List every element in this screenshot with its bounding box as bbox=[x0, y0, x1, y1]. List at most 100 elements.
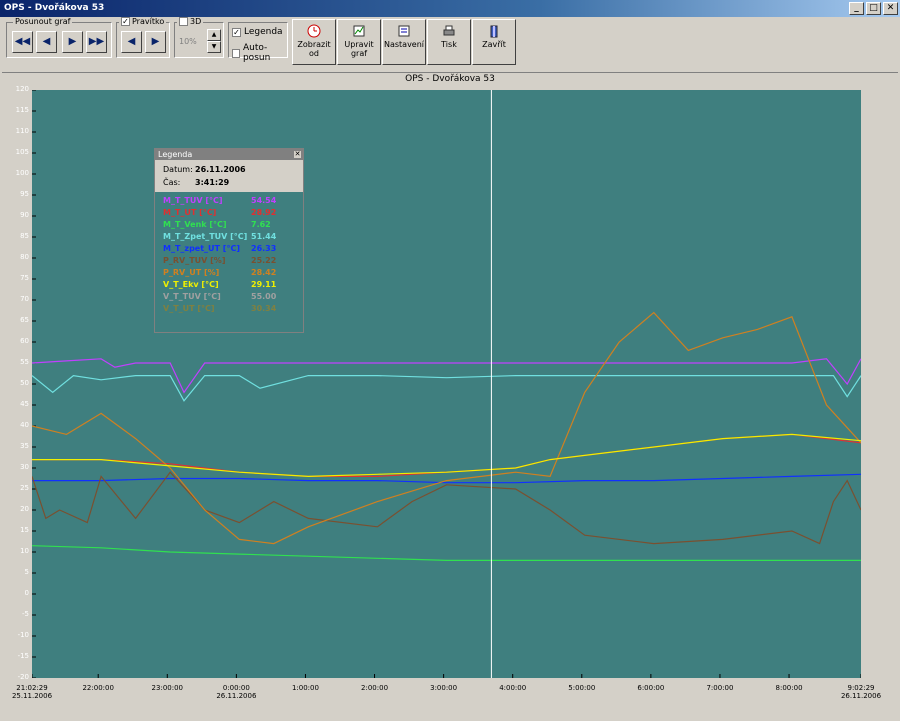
y-tick-label: 30 bbox=[20, 463, 29, 471]
x-tick-time: 3:00:00 bbox=[430, 684, 458, 692]
y-tick-label: 90 bbox=[20, 211, 29, 219]
series-line bbox=[31, 545, 861, 561]
y-tick-label: 100 bbox=[15, 169, 29, 177]
y-tick-label: 0 bbox=[24, 589, 29, 597]
threed-checkbox[interactable] bbox=[179, 17, 188, 26]
legend-series-value: 51.44 bbox=[251, 232, 277, 241]
x-tick-label: 4:00:00 bbox=[483, 684, 543, 692]
legend-series-name: M_T_TUV [°C] bbox=[163, 196, 223, 205]
ruler-left-button[interactable]: ◀ bbox=[121, 31, 142, 53]
y-tick-label: 120 bbox=[15, 85, 29, 93]
zobrazit-od-button[interactable]: Zobrazit od bbox=[292, 19, 336, 65]
maximize-button[interactable]: □ bbox=[866, 2, 881, 15]
tisk-label: Tisk bbox=[441, 40, 457, 49]
y-tick-label: -5 bbox=[22, 610, 29, 618]
pravitko-checkbox[interactable]: ✓ bbox=[121, 17, 130, 26]
legend-series-value: 28.92 bbox=[251, 208, 277, 217]
x-tick-time: 1:00:00 bbox=[291, 684, 319, 692]
x-tick-time: 8:00:00 bbox=[775, 684, 803, 692]
legend-series-value: 54.54 bbox=[251, 196, 277, 205]
x-tick-time: 5:00:00 bbox=[568, 684, 596, 692]
legenda-toggle[interactable]: ✓ Legenda bbox=[232, 27, 283, 37]
x-tick-label: 0:00:00 26.11.2006 bbox=[206, 684, 266, 700]
legend-series-value: 25.22 bbox=[251, 256, 277, 265]
series-line bbox=[31, 311, 862, 545]
legend-series-value: 7.62 bbox=[251, 220, 271, 229]
y-tick-label: 110 bbox=[15, 127, 29, 135]
minimize-button[interactable]: _ bbox=[849, 2, 864, 15]
legend-titlebar[interactable]: Legenda ✕ bbox=[155, 149, 303, 160]
threed-toggle[interactable]: 3D bbox=[177, 17, 204, 26]
legend-title: Legenda bbox=[158, 150, 193, 159]
y-tick-label: 50 bbox=[20, 379, 29, 387]
y-tick-label: 95 bbox=[20, 190, 29, 198]
threed-group: 3D 10% ▲ ▼ bbox=[174, 17, 224, 58]
series-line bbox=[32, 433, 862, 478]
y-tick-label: 20 bbox=[20, 505, 29, 513]
x-tick-time: 6:00:00 bbox=[637, 684, 665, 692]
x-tick-label: 1:00:00 bbox=[275, 684, 335, 692]
legend-series-value: 29.11 bbox=[251, 280, 277, 289]
legend-window[interactable]: Legenda ✕ Datum: 26.11.2006 Čas: 3:41:29… bbox=[154, 148, 304, 333]
y-tick-label: 45 bbox=[20, 400, 29, 408]
toolbar: Posunout graf ◀◀ ◀ ▶ ▶▶ ✓ Pravítko ◀ ▶ 3… bbox=[0, 17, 900, 69]
y-tick-label: -20 bbox=[17, 673, 29, 681]
posunout-group: Posunout graf ◀◀ ◀ ▶ ▶▶ bbox=[6, 17, 112, 58]
autoposun-checkbox[interactable] bbox=[232, 48, 240, 58]
legend-series-value: 30.34 bbox=[251, 304, 277, 313]
x-tick-label: 22:00:00 bbox=[68, 684, 128, 692]
clock-icon bbox=[307, 24, 321, 38]
y-tick-label: 115 bbox=[15, 106, 29, 114]
x-tick-label: 9:02:29 26.11.2006 bbox=[831, 684, 891, 700]
legend-series-value: 28.42 bbox=[251, 268, 277, 277]
autoposun-label: Auto-posun bbox=[242, 43, 271, 63]
shift-left-button[interactable]: ◀ bbox=[36, 31, 57, 53]
shift-right-button[interactable]: ▶ bbox=[62, 31, 83, 53]
x-tick-time: 4:00:00 bbox=[499, 684, 527, 692]
tisk-button[interactable]: Tisk bbox=[427, 19, 471, 65]
datum-label: Datum: bbox=[163, 165, 193, 174]
legend-series-name: M_T_Venk [°C] bbox=[163, 220, 227, 229]
series-line bbox=[31, 374, 862, 402]
series-line bbox=[31, 471, 862, 545]
zoom-up-button[interactable]: ▲ bbox=[207, 29, 221, 41]
legenda-checkbox[interactable]: ✓ bbox=[232, 27, 241, 37]
series-line bbox=[32, 473, 862, 484]
x-tick-time: 22:00:00 bbox=[82, 684, 114, 692]
y-tick-label: 70 bbox=[20, 295, 29, 303]
legend-series-name: V_T_UT [°C] bbox=[163, 304, 215, 313]
ruler-right-button[interactable]: ▶ bbox=[145, 31, 166, 53]
graph-panel bbox=[2, 72, 898, 719]
chart-title: OPS - Dvořákova 53 bbox=[405, 74, 495, 84]
x-tick-time: 23:00:00 bbox=[151, 684, 183, 692]
autoposun-toggle[interactable]: Auto-posun bbox=[232, 43, 287, 63]
nastaveni-label: Nastavení bbox=[383, 40, 425, 49]
y-tick-label: 15 bbox=[20, 526, 29, 534]
x-tick-time: 7:00:00 bbox=[706, 684, 734, 692]
y-tick-label: -15 bbox=[17, 652, 29, 660]
x-tick-date: 25.11.2006 bbox=[11, 692, 53, 700]
shift-far-left-button[interactable]: ◀◀ bbox=[12, 31, 33, 53]
legend-series-value: 55.00 bbox=[251, 292, 277, 301]
legenda-label: Legenda bbox=[244, 27, 283, 37]
x-tick-label: 21:02:29 25.11.2006 bbox=[2, 684, 62, 700]
pravitko-toggle[interactable]: ✓ Pravítko bbox=[119, 17, 167, 26]
window-title: OPS - Dvořákova 53 bbox=[4, 3, 105, 13]
legend-close-button[interactable]: ✕ bbox=[293, 150, 302, 159]
upravit-graf-button[interactable]: Upravit graf bbox=[337, 19, 381, 65]
nastaveni-button[interactable]: Nastavení bbox=[382, 19, 426, 65]
close-button[interactable]: ✕ bbox=[883, 2, 898, 15]
x-tick-label: 8:00:00 bbox=[759, 684, 819, 692]
x-tick-label: 5:00:00 bbox=[552, 684, 612, 692]
y-tick-label: 25 bbox=[20, 484, 29, 492]
window-controls: _ □ ✕ bbox=[847, 2, 898, 15]
x-tick-time: 9:02:29 bbox=[847, 684, 875, 692]
pravitko-label: Pravítko bbox=[132, 17, 165, 26]
zavrit-button[interactable]: Zavřít bbox=[472, 19, 516, 65]
shift-far-right-button[interactable]: ▶▶ bbox=[86, 31, 107, 53]
legend-series-name: M_T_UT [°C] bbox=[163, 208, 217, 217]
upravit-graf-label: Upravit graf bbox=[344, 40, 374, 58]
zoom-down-button[interactable]: ▼ bbox=[207, 41, 221, 53]
x-tick-time: 2:00:00 bbox=[361, 684, 389, 692]
y-tick-label: -10 bbox=[17, 631, 29, 639]
